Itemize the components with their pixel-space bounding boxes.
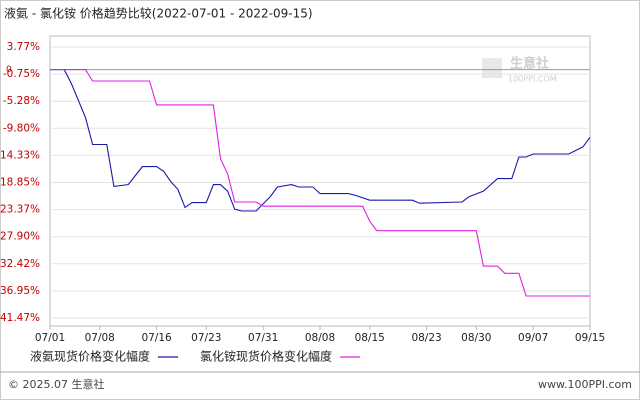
series-line: [50, 69, 591, 212]
x-tick-label: 08/30: [461, 332, 491, 344]
x-tick-label: 09/15: [575, 332, 605, 344]
x-tick-label: 09/07: [518, 332, 548, 344]
x-tick-label: 08/23: [411, 332, 441, 344]
legend-label: 液氨现货价格变化幅度: [30, 349, 150, 364]
x-tick-label: 07/08: [85, 332, 115, 344]
x-tick-label: 07/16: [141, 332, 172, 344]
y-tick-label: -27.90%: [0, 231, 40, 243]
y-tick-label: -36.95%: [0, 285, 40, 297]
x-tick-label: 08/08: [305, 332, 335, 344]
y-tick-label: -5.28%: [3, 95, 40, 107]
chart-title: 液氨 - 氯化铵 价格趋势比较(2022-07-01 - 2022-09-15): [4, 6, 313, 21]
y-tick-label: -18.85%: [0, 177, 40, 189]
y-tick-label: -14.33%: [0, 149, 40, 161]
x-tick-label: 08/15: [355, 332, 385, 344]
x-tick-label: 07/23: [191, 332, 221, 344]
x-tick-label: 07/31: [248, 332, 278, 344]
y-tick-label: -41.47%: [0, 312, 40, 324]
y-tick-label: 3.77%: [7, 41, 40, 53]
series-line: [50, 69, 590, 297]
watermark-brand: 生意社: [510, 56, 549, 72]
watermark-site: 100PPI.COM: [508, 75, 557, 84]
watermark-logo: [482, 58, 502, 78]
x-tick-label: 07/01: [35, 332, 65, 344]
y-tick-label: -32.42%: [0, 258, 40, 270]
y-tick-label: -9.80%: [3, 122, 40, 134]
footer-left: © 2025.07 生意社: [8, 377, 104, 391]
y-tick-label: 0: [6, 65, 12, 75]
legend-label: 氯化铵现货价格变化幅度: [200, 349, 332, 364]
y-tick-label: -0.75%: [3, 68, 40, 80]
footer-right: www.100PPI.com: [538, 378, 632, 391]
y-tick-label: -23.37%: [0, 204, 40, 216]
